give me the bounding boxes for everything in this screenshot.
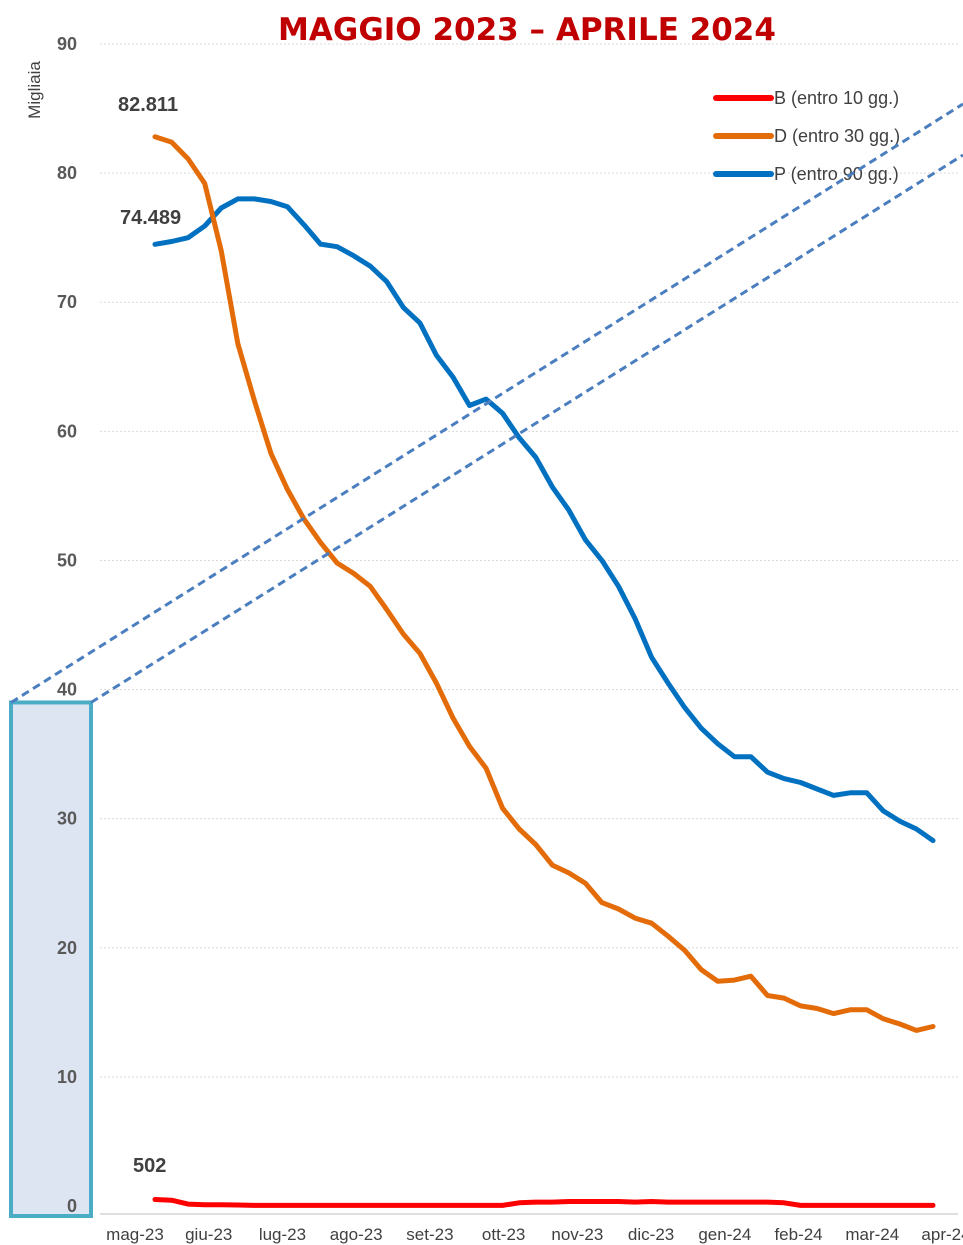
zoom-connector-lower bbox=[90, 153, 963, 704]
series-line-p bbox=[152, 196, 936, 844]
x-tick-label: feb-24 bbox=[774, 1225, 822, 1244]
x-tick-label: ago-23 bbox=[330, 1225, 383, 1244]
x-tick-label: giu-23 bbox=[185, 1225, 232, 1244]
legend-entry: P (entro 90 gg.) bbox=[774, 164, 899, 184]
zoom-connector-upper bbox=[10, 102, 963, 704]
data-label: 502 bbox=[133, 1155, 166, 1177]
x-tick-label: lug-23 bbox=[259, 1225, 306, 1244]
zoom-connectors bbox=[10, 102, 963, 704]
gridlines bbox=[100, 43, 958, 1078]
x-tick-label: nov-23 bbox=[551, 1225, 603, 1244]
y-axis-ticks: 0 10 20 30 40 50 60 70 80 90 bbox=[57, 34, 77, 1216]
x-tick-label: ott-23 bbox=[482, 1225, 525, 1244]
zoom-box bbox=[9, 700, 93, 1218]
y-tick-label: 80 bbox=[57, 163, 77, 183]
x-tick-label: apr-24 bbox=[921, 1225, 963, 1244]
series-lines bbox=[152, 134, 936, 1208]
y-tick-label: 30 bbox=[57, 809, 77, 829]
data-label: 74.489 bbox=[120, 207, 181, 229]
y-tick-label: 0 bbox=[67, 1196, 77, 1216]
x-tick-label: mag-23 bbox=[106, 1225, 164, 1244]
legend: B (entro 10 gg.) D (entro 30 gg.) P (entro… bbox=[713, 88, 900, 184]
x-tick-label: mar-24 bbox=[845, 1225, 899, 1244]
data-labels: 82.811 74.489 502 bbox=[118, 94, 181, 1177]
x-tick-label: dic-23 bbox=[628, 1225, 674, 1244]
zoom-highlight bbox=[9, 700, 93, 1218]
y-tick-label: 50 bbox=[57, 550, 77, 570]
x-axis-ticks: mag-23 giu-23 lug-23 ago-23 set-23 ott-23 nov-… bbox=[106, 1225, 963, 1244]
legend-entry: D (entro 30 gg.) bbox=[774, 126, 900, 146]
y-tick-label: 60 bbox=[57, 421, 77, 441]
y-axis-label: Migliaia bbox=[25, 61, 44, 119]
data-label: 82.811 bbox=[118, 94, 178, 116]
y-tick-label: 40 bbox=[57, 680, 77, 700]
series-line-d bbox=[152, 134, 936, 1033]
y-tick-label: 90 bbox=[57, 34, 77, 54]
y-tick-label: 10 bbox=[57, 1067, 77, 1087]
y-tick-label: 20 bbox=[57, 938, 77, 958]
legend-entry: B (entro 10 gg.) bbox=[774, 88, 899, 108]
y-tick-label: 70 bbox=[57, 292, 77, 312]
chart-title: MAGGIO 2023 – APRILE 2024 bbox=[278, 12, 776, 48]
x-tick-label: set-23 bbox=[406, 1225, 453, 1244]
series-line-b bbox=[152, 1197, 936, 1208]
x-tick-label: gen-24 bbox=[698, 1225, 751, 1244]
